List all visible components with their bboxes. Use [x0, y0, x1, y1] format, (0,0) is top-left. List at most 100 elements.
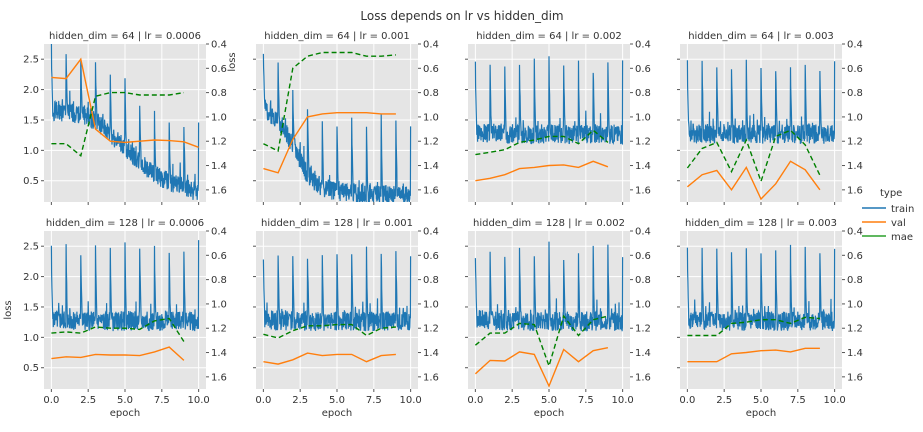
x-tick-label: 10.0: [824, 395, 846, 406]
series-val-line: [263, 352, 396, 365]
x-tick-label: 0.0: [255, 395, 271, 406]
legend-label-train: train: [891, 204, 914, 215]
series-group: [686, 244, 836, 363]
right-tick-label: 1.0: [847, 299, 863, 310]
panel-title: hidden_dim = 128 | lr = 0.002: [473, 218, 625, 229]
right-tick-label: 0.4: [423, 227, 439, 238]
series-group: [474, 56, 624, 182]
right-tick-label: 1.0: [423, 299, 439, 310]
series-mae-line: [51, 91, 185, 158]
right-tick-label: 0.8: [211, 88, 227, 99]
series-group: [50, 240, 200, 361]
x-tick-label: 7.5: [366, 395, 382, 406]
right-tick-label: 1.2: [635, 324, 651, 335]
legend-label-val: val: [891, 218, 906, 229]
right-tick-label: 0.4: [423, 40, 439, 51]
panel-3: hidden_dim = 64 | lr = 0.002 0.4 0.6 0.8 1.0…: [465, 31, 651, 205]
x-tick-label: 10.0: [612, 395, 634, 406]
series-val-line: [474, 347, 609, 388]
right-tick-label: 0.4: [635, 227, 651, 238]
y-axis-label: loss: [3, 300, 14, 319]
x-tick-label: 0.0: [679, 395, 695, 406]
panel-7: hidden_dim = 128 | lr = 0.002 0.4 0.6 0.8 1.…: [465, 218, 651, 419]
series-train-line: [50, 44, 200, 200]
x-tick-label: 5.0: [329, 395, 345, 406]
left-tick-label: 0.5: [23, 176, 39, 187]
x-axis-label: epoch: [110, 408, 140, 419]
series-train-line: [686, 244, 836, 332]
series-val-line: [686, 160, 821, 201]
right-tick-label: 1.2: [423, 137, 439, 148]
series-mae-line: [687, 316, 820, 337]
panel-title: hidden_dim = 128 | lr = 0.0006: [46, 218, 204, 229]
right-tick-label: 1.0: [211, 112, 227, 123]
x-tick-label: 5.0: [117, 395, 133, 406]
right-tick-label: 1.6: [847, 185, 863, 196]
right-tick-label: 1.2: [211, 137, 227, 148]
right-tick-label: 0.8: [635, 88, 651, 99]
right-tick-label: 1.4: [211, 348, 227, 359]
right-tick-label: 1.6: [423, 185, 439, 196]
right-tick-label: 1.6: [211, 372, 227, 383]
right-tick-label: 1.0: [635, 299, 651, 310]
series-mae-line: [475, 129, 609, 156]
right-tick-label: 0.8: [847, 275, 863, 286]
right-tick-label: 0.6: [211, 64, 227, 75]
panel-title: hidden_dim = 64 | lr = 0.003: [688, 31, 834, 42]
right-tick-label: 1.6: [423, 372, 439, 383]
series-val-line: [51, 57, 199, 148]
legend-label-mae: mae: [891, 232, 913, 243]
right-tick-label: 1.4: [635, 161, 651, 172]
x-axis-label: epoch: [534, 408, 564, 419]
panel-title: hidden_dim = 64 | lr = 0.002: [476, 31, 622, 42]
right-tick-label: 1.6: [847, 372, 863, 383]
series-group: [262, 51, 412, 202]
x-tick-label: 2.5: [504, 395, 520, 406]
left-tick-label: 2.0: [23, 272, 39, 283]
right-tick-label: 1.0: [423, 112, 439, 123]
right-tick-label: 1.2: [423, 324, 439, 335]
panel-1: hidden_dim = 64 | lr = 0.0006 0.5 1.0 1.5 2.…: [23, 31, 238, 205]
series-group: [262, 246, 412, 365]
panel-6: hidden_dim = 128 | lr = 0.001 0.4 0.6 0.8 1.…: [253, 218, 439, 419]
right-tick-label: 0.6: [847, 251, 863, 262]
x-tick-label: 0.0: [467, 395, 483, 406]
panel-2: hidden_dim = 64 | lr = 0.001 0.4 0.6 0.8 1.0…: [253, 31, 439, 205]
series-val-line: [51, 346, 185, 361]
right-tick-label: 0.8: [423, 88, 439, 99]
x-tick-label: 5.0: [541, 395, 557, 406]
x-tick-label: 10.0: [400, 395, 422, 406]
panel-title: hidden_dim = 128 | lr = 0.003: [685, 218, 837, 229]
panel-title: hidden_dim = 128 | lr = 0.001: [261, 218, 413, 229]
series-group: [474, 241, 624, 388]
right-tick-label: 0.8: [423, 275, 439, 286]
right-tick-label: 1.6: [635, 185, 651, 196]
right-tick-label: 1.6: [635, 372, 651, 383]
left-tick-label: 2.5: [23, 55, 39, 66]
x-axis-label: epoch: [746, 408, 776, 419]
series-train-line: [474, 241, 624, 332]
right-tick-label: 0.6: [635, 64, 651, 75]
left-tick-label: 1.0: [23, 146, 39, 157]
right-tick-label: 1.2: [635, 137, 651, 148]
panel-title: hidden_dim = 64 | lr = 0.0006: [49, 31, 201, 42]
series-train-line: [262, 246, 412, 332]
right-tick-label: 1.4: [423, 348, 439, 359]
series-train-line: [474, 56, 624, 146]
right-tick-label: 0.4: [635, 40, 651, 51]
left-tick-label: 1.5: [23, 302, 39, 313]
series-group: [686, 59, 836, 201]
right-tick-label: 0.6: [847, 64, 863, 75]
x-tick-label: 5.0: [753, 395, 769, 406]
right-tick-label: 1.4: [847, 348, 863, 359]
chart-panels: hidden_dim = 64 | lr = 0.0006 0.5 1.0 1.5 2.…: [3, 31, 863, 419]
legend: type train val mae: [862, 188, 914, 243]
right-tick-label: 1.2: [211, 324, 227, 335]
right-tick-label: 0.4: [211, 40, 227, 51]
left-tick-label: 2.0: [23, 85, 39, 96]
right-tick-label: 1.4: [423, 161, 439, 172]
series-train-line: [262, 53, 412, 202]
x-tick-label: 2.5: [292, 395, 308, 406]
right-tick-label: 1.0: [847, 112, 863, 123]
